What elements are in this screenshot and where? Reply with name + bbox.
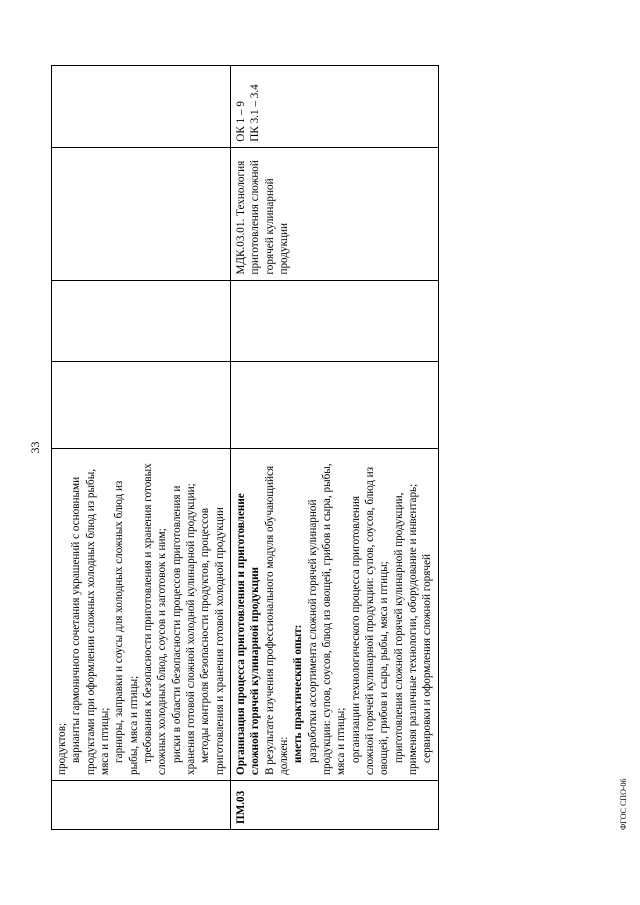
- cell-empty: [230, 362, 438, 449]
- cell-empty: [52, 362, 231, 449]
- text-line: приготовления сложной горячей кулинарной…: [392, 454, 421, 775]
- table-row: продуктов; варианты гармоничного сочетан…: [52, 66, 231, 830]
- cell-empty: [52, 147, 231, 280]
- text-line: риски в области безопасности процессов п…: [170, 454, 199, 775]
- text-line: варианты гармоничного сочетания украшени…: [69, 454, 112, 775]
- module-title: Организация процесса приготовления и при…: [234, 454, 263, 775]
- table-row: ПМ.03 Организация процесса приготовления…: [230, 66, 438, 830]
- cell-competencies: ОК 1 – 9 ПК 3.1 – 3.4: [230, 66, 438, 148]
- module-code: ПМ.03: [235, 791, 247, 824]
- text-line: сервировки и оформления сложной горячей: [420, 454, 434, 775]
- cell-code: [52, 780, 231, 829]
- text-line: В результате изучения профессионального …: [263, 454, 292, 775]
- text-line: разработки ассортимента сложной горячей …: [306, 454, 349, 775]
- text-label: иметь практический опыт:: [291, 454, 305, 775]
- text-line: требования к безопасности приготовления …: [141, 454, 170, 775]
- text-line: гарниры, заправки и соусы для холодных с…: [112, 454, 141, 775]
- cell-code: ПМ.03: [230, 780, 438, 829]
- text-line: методы контроля безопасности продуктов, …: [198, 454, 227, 775]
- cell-content: продуктов; варианты гармоничного сочетан…: [52, 449, 231, 781]
- page-number: 33: [28, 65, 43, 830]
- cell-empty: [230, 280, 438, 362]
- cell-content: Организация процесса приготовления и при…: [230, 449, 438, 781]
- text-line: продуктов;: [55, 454, 69, 775]
- cell-mdk: МДК.03.01. Технология приготовления слож…: [230, 147, 438, 280]
- cell-empty: [52, 66, 231, 148]
- text-line: организации технологического процесса пр…: [349, 454, 392, 775]
- cell-empty: [52, 280, 231, 362]
- curriculum-table: продуктов; варианты гармоничного сочетан…: [51, 65, 439, 830]
- footer-code: ФГОС СПО-06: [619, 778, 628, 830]
